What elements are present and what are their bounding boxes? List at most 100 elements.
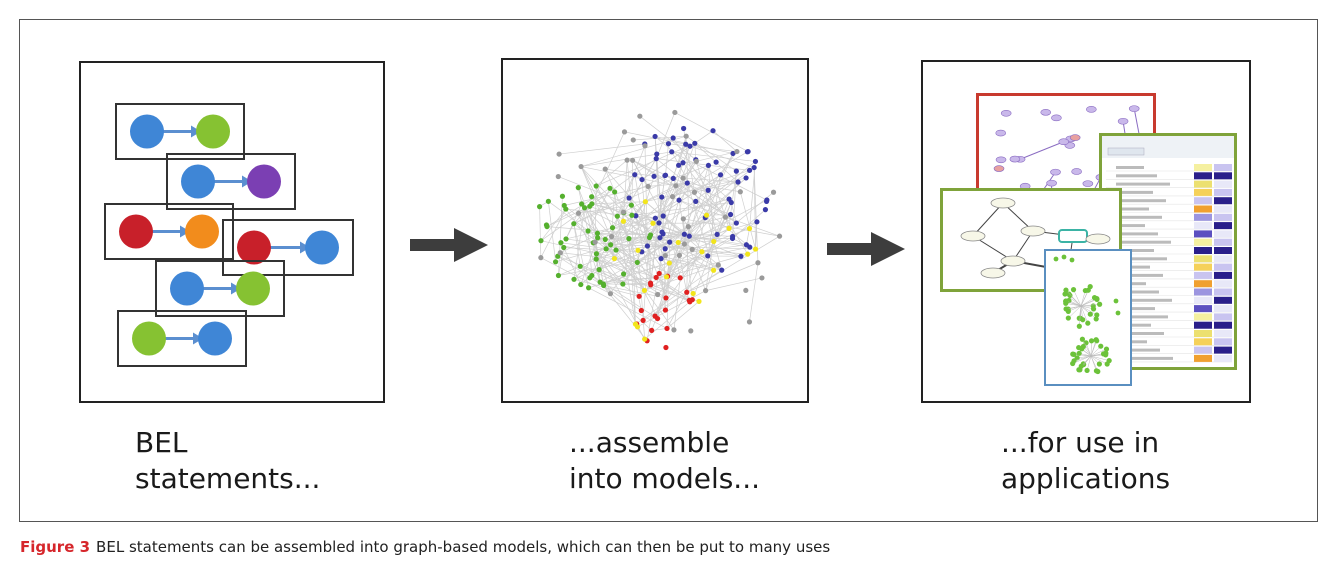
network-node [691,189,698,195]
network-node [621,129,628,135]
network-node [734,148,740,155]
network-node [613,247,619,253]
network-node [592,239,598,245]
network-node [609,225,616,231]
applications-label: ...for use in applications [1001,425,1170,497]
network-node [652,215,658,221]
network-node [690,290,696,297]
network-node [665,141,672,147]
network-node [596,267,602,273]
network-node [652,133,658,140]
statements-label: BEL statements... [135,425,320,497]
network-node [651,173,657,179]
network-node [555,173,561,180]
app-cluster-screenshot [1044,249,1132,386]
bel-statement [117,310,247,367]
network-node [620,271,627,277]
network-node [607,291,614,297]
subject-node [132,321,166,356]
network-node [597,279,603,285]
network-node [642,199,648,205]
network-node [620,281,626,287]
network-node [650,220,656,226]
network-node [703,212,710,218]
network-node [611,255,618,262]
network-node [763,198,770,204]
network-node [666,260,672,266]
network-node [759,275,765,281]
network-nodes [536,109,783,351]
network-edges [539,112,780,341]
network-node [762,207,769,213]
network-node [602,236,608,243]
network-node [642,143,648,149]
network-node [726,225,732,231]
network-node [634,259,640,266]
network-node [703,288,709,294]
network-node [594,230,601,236]
network-node [563,236,569,242]
network-node [642,336,648,342]
network-node [589,194,595,200]
subject-node [170,271,204,306]
network-node [737,189,743,195]
subject-node [130,114,164,149]
network-node [575,210,582,216]
subject-node [119,214,153,249]
network-node [717,172,724,178]
network-node [558,240,564,246]
network-node [629,157,636,163]
network-node [730,150,736,157]
object-node [247,164,281,199]
network-node [626,195,632,201]
network-node [656,220,662,226]
network-node [571,276,577,282]
network-node [653,156,659,162]
network-node [555,272,562,279]
bel-statement [115,103,245,160]
network-node [683,133,689,139]
network-node [585,228,591,234]
network-node [536,204,543,210]
network-node [743,287,749,294]
network-node [675,239,681,246]
network-node [563,206,569,212]
network-node [557,250,563,256]
network-node [671,327,677,333]
bel-statement [222,219,354,276]
network-node [579,201,585,207]
network-node [593,256,599,262]
applications-panel [921,60,1251,403]
caption-text: BEL statements can be assembled into gra… [96,538,831,556]
network-node [662,246,668,252]
applications-label-line-2: applications [1001,462,1171,495]
network-node [660,231,666,237]
network-node [754,219,760,225]
models-label-line-1: ...assemble [569,426,730,459]
network-node [663,295,669,301]
network-node [657,235,663,241]
network-node [658,256,664,262]
network-node [692,140,698,146]
network-node [686,297,692,303]
network-node [673,183,679,189]
network-node [705,162,712,169]
network-node [647,280,654,286]
network-node [746,319,753,325]
network-node [683,141,689,147]
network-node [733,168,739,174]
network-node [713,159,719,165]
network-node [752,246,759,252]
network-node [714,231,720,237]
right-arrow-icon [827,232,905,266]
network-node [727,211,734,218]
network-node [719,267,725,273]
network-node [626,236,632,242]
network-node [743,175,749,181]
network-node [629,212,635,218]
network-node [745,251,751,257]
network-node [746,167,753,173]
bel-statement [155,260,285,317]
models-label-line-2: into models... [569,462,761,495]
network-node [745,148,751,155]
